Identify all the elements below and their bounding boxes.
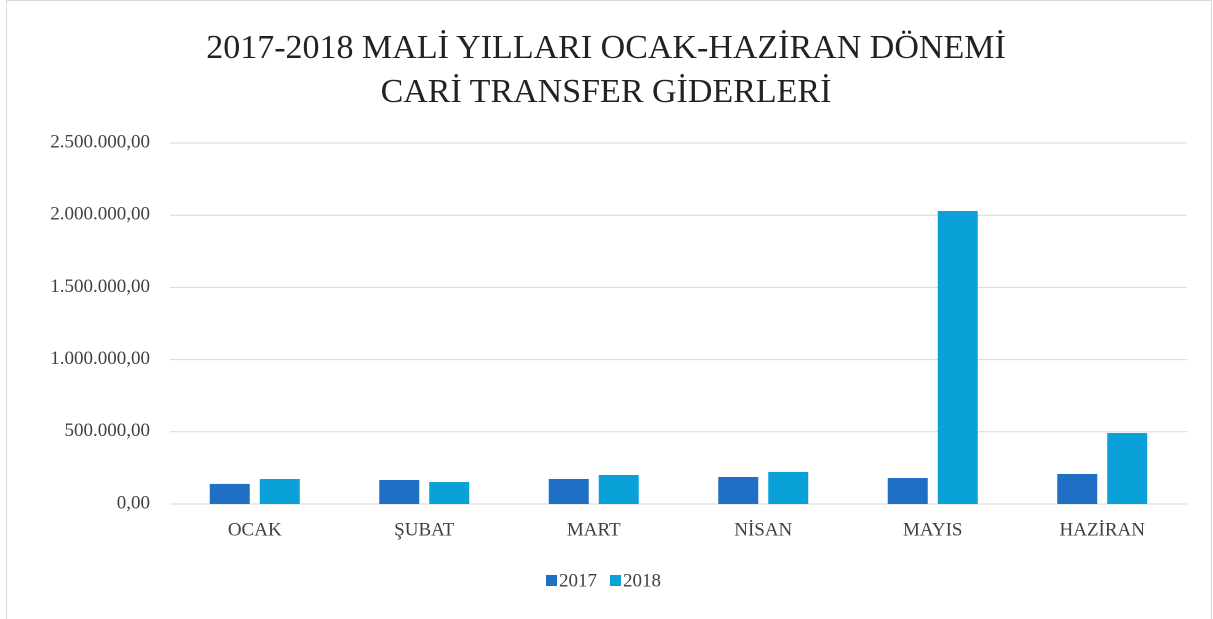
legend-swatch bbox=[610, 575, 621, 586]
bar bbox=[718, 476, 759, 504]
x-tick-label: NİSAN bbox=[734, 519, 792, 540]
y-tick-label: 0,00 bbox=[117, 492, 150, 513]
y-tick-label: 1.500.000,00 bbox=[50, 276, 150, 297]
bar bbox=[379, 480, 420, 504]
x-tick-label: MAYIS bbox=[903, 519, 963, 540]
legend-label: 2018 bbox=[623, 570, 661, 591]
chart-title: CARİ TRANSFER GİDERLERİ bbox=[381, 73, 832, 110]
bar bbox=[598, 474, 639, 504]
bar bbox=[1107, 432, 1148, 504]
chart-border bbox=[6, 0, 1212, 619]
x-tick-label: ŞUBAT bbox=[394, 519, 455, 540]
y-tick-label: 2.000.000,00 bbox=[50, 204, 150, 225]
chart-title: 2017-2018 MALİ YILLARI OCAK-HAZİRAN DÖNE… bbox=[206, 29, 1006, 66]
bar bbox=[768, 471, 809, 504]
bar bbox=[429, 482, 470, 504]
y-tick-label: 1.000.000,00 bbox=[50, 348, 150, 369]
bar bbox=[1057, 473, 1098, 504]
bar bbox=[259, 479, 300, 504]
y-tick-label: 2.500.000,00 bbox=[50, 131, 150, 152]
y-tick-label: 500.000,00 bbox=[65, 420, 151, 441]
x-tick-label: OCAK bbox=[228, 519, 282, 540]
bar bbox=[887, 478, 928, 504]
bar bbox=[548, 479, 589, 504]
bar bbox=[937, 211, 978, 505]
legend-label: 2017 bbox=[559, 570, 597, 591]
legend-swatch bbox=[546, 575, 557, 586]
x-tick-label: HAZİRAN bbox=[1060, 519, 1146, 540]
x-tick-label: MART bbox=[567, 519, 621, 540]
bar bbox=[209, 483, 250, 504]
